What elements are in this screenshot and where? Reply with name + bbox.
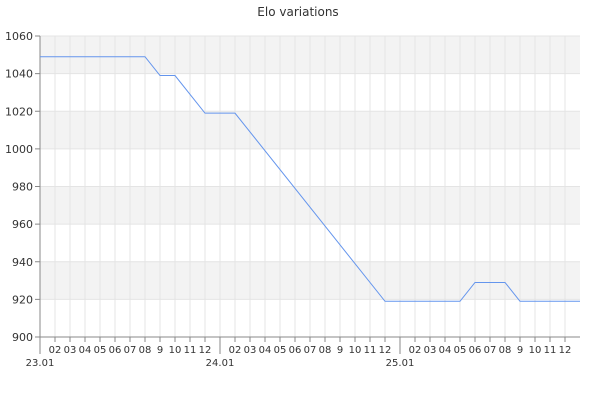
y-tick-label: 980 [12,181,33,194]
y-tick-label: 940 [12,256,33,269]
x-tick-label: 04 [259,345,272,356]
y-tick-label: 900 [12,331,33,344]
x-tick-label: 12 [199,345,212,356]
x-tick-label: 08 [139,345,152,356]
x-tick-label: 07 [484,345,497,356]
x-tick-label: 05 [274,345,287,356]
x-tick-label: 02 [229,345,242,356]
x-tick-label: 9 [517,345,523,356]
x-tick-label: 07 [124,345,137,356]
y-tick-label: 1020 [5,105,33,118]
x-tick-label: 05 [94,345,107,356]
x-tick-label: 11 [184,345,197,356]
x-tick-label: 08 [319,345,332,356]
x-tick-label: 08 [499,345,512,356]
x-tick-date-label: 23.01 [26,358,55,369]
elo-line [40,56,580,302]
x-tick-label: 10 [169,345,182,356]
x-tick-label: 11 [364,345,377,356]
x-tick-label: 06 [289,345,302,356]
y-tick-label: 1060 [5,30,33,43]
chart-title: Elo variations [257,5,338,19]
y-tick-label: 920 [12,293,33,306]
x-tick-date-label: 24.01 [206,358,235,369]
x-tick-label: 9 [337,345,343,356]
x-tick-label: 10 [529,345,542,356]
x-tick-label: 05 [454,345,467,356]
x-tick-label: 12 [559,345,572,356]
x-tick-label: 04 [439,345,452,356]
y-tick-label: 1040 [5,68,33,81]
x-tick-label: 11 [544,345,557,356]
y-tick-label: 1000 [5,143,33,156]
x-tick-label: 04 [79,345,92,356]
x-tick-label: 07 [304,345,317,356]
y-tick-label: 960 [12,218,33,231]
x-tick-date-label: 25.01 [386,358,415,369]
x-tick-label: 10 [349,345,362,356]
x-tick-label: 12 [379,345,392,356]
x-tick-label: 03 [244,345,257,356]
x-tick-label: 06 [109,345,122,356]
x-tick-label: 02 [409,345,422,356]
x-tick-label: 02 [49,345,62,356]
x-tick-label: 06 [469,345,482,356]
x-tick-label: 03 [424,345,437,356]
x-tick-label: 9 [157,345,163,356]
x-tick-label: 03 [64,345,77,356]
